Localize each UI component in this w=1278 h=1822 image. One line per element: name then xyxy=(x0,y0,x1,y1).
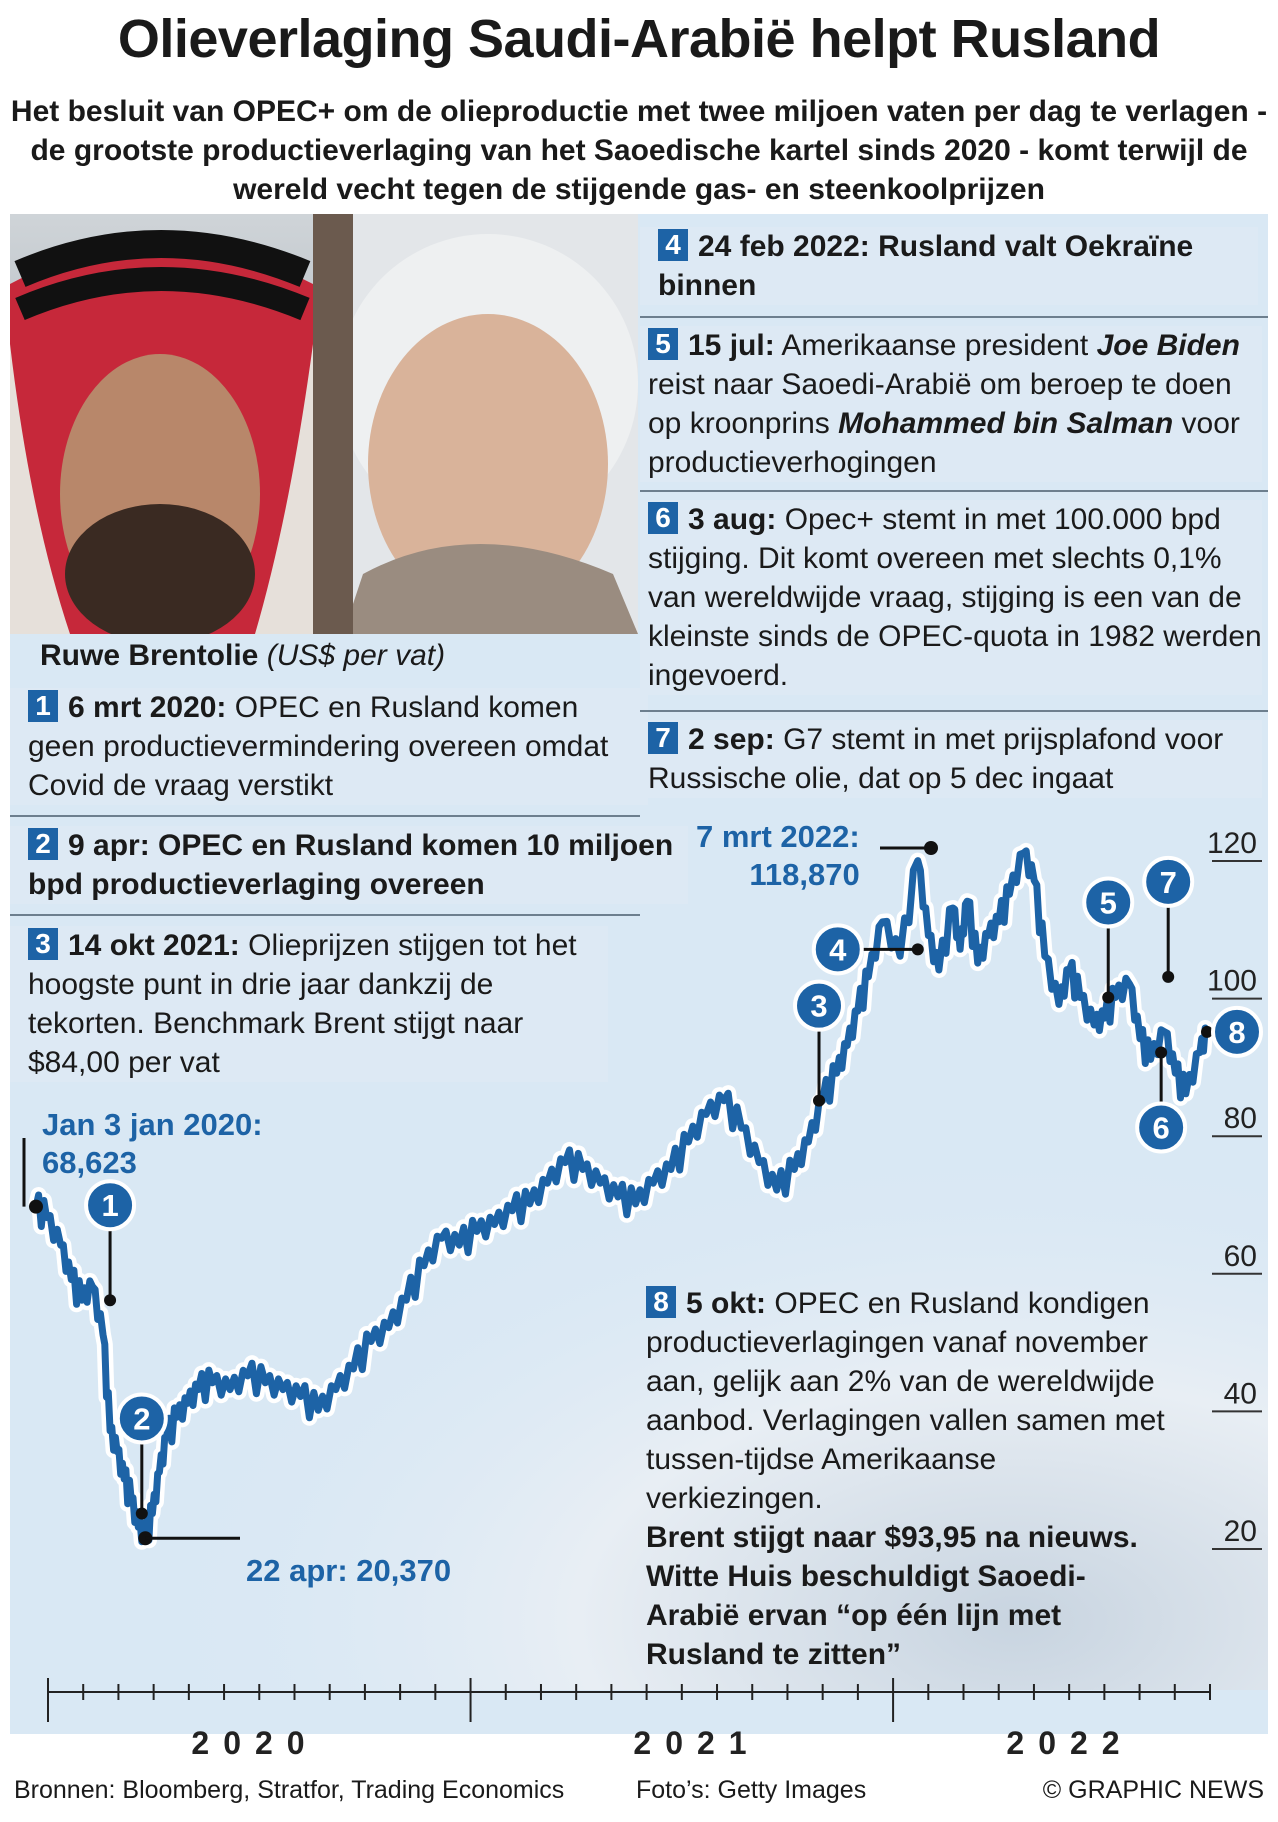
annotation-start-value: 68,623 xyxy=(42,1145,137,1180)
footer-sources: Bronnen: Bloomberg, Stratfor, Trading Ec… xyxy=(14,1776,565,1804)
event-4-text: 24 feb 2022: Rusland valt Oekraïne binne… xyxy=(658,230,1194,302)
x-tick-label: 2022 xyxy=(1006,1725,1133,1761)
y-tick-label: 100 xyxy=(1207,965,1257,998)
price-line-series xyxy=(32,847,1211,1546)
marker-5 xyxy=(1082,876,1135,929)
event-8: 8 5 okt: OPEC en Rusland kondigen product… xyxy=(646,1284,1176,1674)
annotation-peak: 7 mrt 2022: 118,870 xyxy=(696,818,860,894)
marker-6-dot xyxy=(1155,1046,1168,1059)
chart-heading-unit: (US$ per vat) xyxy=(266,639,446,672)
event-1-text: OPEC en Rusland komen geen productieverm… xyxy=(28,691,609,802)
event-8-badge: 8 xyxy=(646,1286,676,1318)
event-2-text: 9 apr: OPEC en Rusland komen 10 miljoen … xyxy=(28,829,674,901)
event-5-text-c: voor productieverhogingen xyxy=(648,407,1240,479)
marker-2 xyxy=(115,1392,168,1445)
marker-7-label: 7 xyxy=(1160,865,1177,900)
event-8-text: OPEC en Rusland kondigen productieverlag… xyxy=(646,1287,1165,1515)
chart-heading: Ruwe Brentolie (US$ per vat) xyxy=(10,636,670,675)
annotation-peak-label: 7 mrt 2022: xyxy=(696,819,860,854)
marker-1-label: 1 xyxy=(101,1188,118,1223)
marker-4-dot xyxy=(911,943,924,956)
footer-credit: © GRAPHIC NEWS xyxy=(1042,1776,1264,1804)
page-title: Olieverlaging Saudi-Arabië helpt Rusland xyxy=(117,9,1161,69)
event-6-badge: 6 xyxy=(648,502,678,534)
event-3: 3 14 okt 2021: Olieprijzen stijgen tot he… xyxy=(10,926,608,1082)
event-6-date: 3 aug: xyxy=(688,503,777,536)
marker-3-dot xyxy=(813,1094,826,1107)
marker-7 xyxy=(1142,855,1195,908)
event-7-date: 2 sep: xyxy=(688,723,775,756)
photo-joe-biden xyxy=(313,214,638,634)
marker-5-label: 5 xyxy=(1100,885,1117,920)
annotation-start: Jan 3 jan 2020: 68,623 xyxy=(42,1106,263,1182)
photo-mohammed-bin-salman xyxy=(10,214,313,634)
event-4-badge: 4 xyxy=(658,229,688,261)
divider xyxy=(640,490,1268,492)
marker-5-dot xyxy=(1102,991,1115,1004)
event-5-name-b: Mohammed bin Salman xyxy=(838,407,1174,440)
marker-8-dot xyxy=(1201,1025,1213,1038)
x-tick-label: 2020 xyxy=(191,1725,318,1761)
annotation-peak-value: 118,870 xyxy=(749,857,860,892)
event-5-badge: 5 xyxy=(648,328,678,360)
x-tick-label: 2021 xyxy=(633,1725,760,1761)
event-5-text-a: Amerikaanse president xyxy=(781,329,1089,362)
marker-8 xyxy=(1211,1005,1263,1058)
marker-7-dot xyxy=(1162,970,1175,983)
y-tick-label: 80 xyxy=(1224,1102,1257,1135)
event-7-text: G7 stemt in met prijsplafond voor Russis… xyxy=(648,723,1224,795)
marker-8-label: 8 xyxy=(1228,1015,1245,1050)
marker-3 xyxy=(793,979,846,1032)
event-7: 7 2 sep: G7 stemt in met prijsplafond voo… xyxy=(640,720,1262,798)
chart-heading-title: Ruwe Brentolie xyxy=(40,639,259,672)
event-5-date: 15 jul: xyxy=(688,329,775,362)
marble-background xyxy=(10,1000,1268,1690)
event-5-text-b: reist naar Saoedi-Arabië om beroep te do… xyxy=(648,368,1232,440)
marker-3-label: 3 xyxy=(810,989,827,1024)
marker-2-label: 2 xyxy=(133,1401,150,1436)
page-subtitle: Het besluit van OPEC+ om de olieproducti… xyxy=(10,95,1268,206)
marker-4-label: 4 xyxy=(829,932,847,967)
event-8-date: 5 okt: xyxy=(686,1287,767,1320)
event-6: 6 3 aug: Opec+ stemt in met 100.000 bpd s… xyxy=(640,500,1262,695)
annotation-low: 22 apr: 20,370 xyxy=(246,1553,452,1588)
divider xyxy=(10,914,640,916)
marker-6 xyxy=(1135,1101,1188,1154)
divider xyxy=(10,815,640,817)
event-7-badge: 7 xyxy=(648,722,678,754)
event-3-date: 14 okt 2021: xyxy=(68,929,240,962)
start-dot xyxy=(29,1199,43,1214)
event-3-text: Olieprijzen stijgen tot het hoogste punt… xyxy=(28,929,577,1079)
divider xyxy=(640,710,1268,712)
event-8-bold: Brent stijgt naar $93,95 na nieuws. Witt… xyxy=(646,1521,1138,1671)
footer-photos: Foto’s: Getty Images xyxy=(636,1776,867,1804)
divider xyxy=(640,316,1268,318)
event-6-text: Opec+ stemt in met 100.000 bpd stijging.… xyxy=(648,503,1262,692)
marker-1-dot xyxy=(104,1294,117,1307)
y-tick-label: 20 xyxy=(1224,1515,1257,1548)
marker-2-dot xyxy=(135,1507,148,1520)
y-tick-label: 40 xyxy=(1224,1377,1257,1410)
marker-4 xyxy=(811,923,864,976)
y-tick-label: 120 xyxy=(1207,827,1257,860)
marker-6-label: 6 xyxy=(1153,1111,1170,1146)
event-1: 1 6 mrt 2020: OPEC en Rusland komen geen … xyxy=(10,688,648,805)
event-3-badge: 3 xyxy=(28,928,58,960)
event-5-name-a: Joe Biden xyxy=(1096,329,1240,362)
event-5: 5 15 jul: Amerikaanse president Joe Biden… xyxy=(640,326,1262,482)
event-1-date: 6 mrt 2020: xyxy=(68,691,227,724)
event-4: 4 24 feb 2022: Rusland valt Oekraïne binn… xyxy=(640,227,1258,305)
y-tick-label: 60 xyxy=(1224,1240,1257,1273)
event-2-badge: 2 xyxy=(28,828,58,860)
event-1-badge: 1 xyxy=(28,690,58,722)
annotation-start-label: Jan 3 jan 2020: xyxy=(42,1107,263,1142)
marker-1 xyxy=(84,1179,137,1232)
